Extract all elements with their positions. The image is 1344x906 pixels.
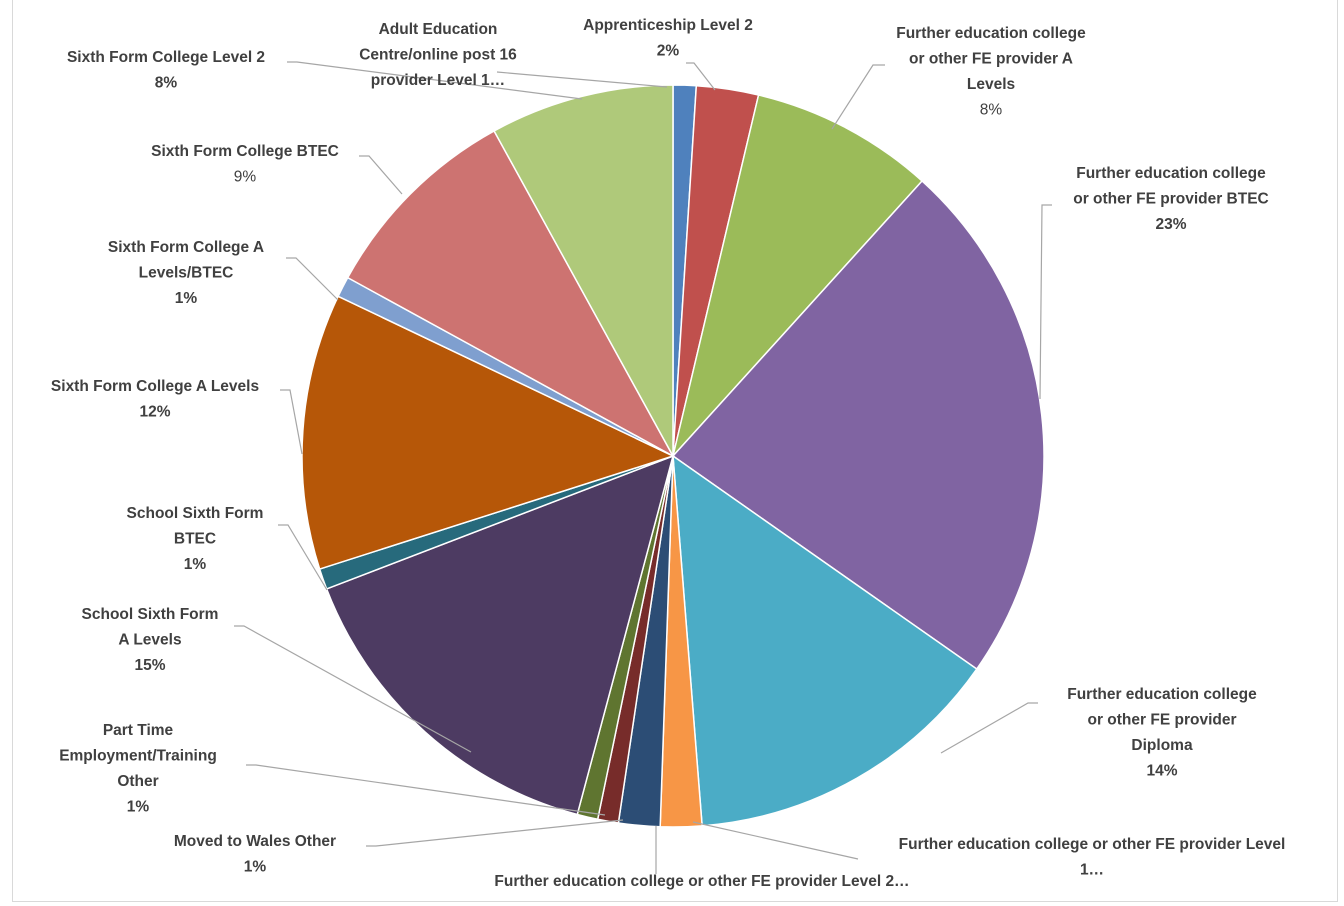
data-label-4-line-2: or other FE provider BTEC (1073, 191, 1269, 208)
data-label-2-line-2: 2% (657, 43, 680, 60)
leader-line-15 (287, 61, 583, 100)
leader-line-5 (940, 702, 1038, 754)
data-label-8-line-2: 1% (244, 859, 267, 876)
leader-line-9 (246, 764, 606, 816)
data-label-5-line-4: 14% (1146, 763, 1177, 780)
leader-line-10 (234, 625, 472, 753)
data-label-4-line-3: 23% (1155, 216, 1186, 233)
data-label-15-line-2: 8% (155, 75, 178, 92)
data-label-1: Adult Education Centre/online post 16 prov… (359, 21, 517, 89)
pie-slice-10 (325, 454, 675, 816)
data-label-13-line-3: 1% (175, 290, 198, 307)
data-label-10: School Sixth Form A Levels 15% (82, 606, 219, 674)
data-label-5-line-3: Diploma (1131, 737, 1193, 754)
leader-line-14 (359, 155, 403, 195)
data-label-11-line-1: School Sixth Form (127, 505, 264, 522)
leader-line-6 (692, 821, 859, 860)
data-label-5-line-2: or other FE provider (1088, 712, 1237, 729)
leader-line-11 (278, 524, 328, 591)
data-label-6: Further education college or other FE pr… (899, 836, 1286, 879)
data-label-3-line-1: Further education college (896, 25, 1086, 42)
data-label-15-line-1: Sixth Form College Level 2 (67, 49, 265, 66)
leader-line-8 (366, 819, 624, 847)
data-label-1-line-1: Adult Education (379, 21, 498, 38)
data-label-12-line-1: Sixth Form College A Levels (51, 378, 259, 395)
data-label-14: Sixth Form College BTEC 9% (151, 143, 339, 186)
data-label-9-line-2: Employment/Training (59, 748, 217, 765)
data-label-5-line-1: Further education college (1067, 686, 1257, 703)
data-label-8-line-1: Moved to Wales Other (174, 833, 336, 850)
data-label-9: Part Time Employment/Training Other 1% (59, 722, 217, 816)
pie-slice-12 (301, 295, 676, 571)
data-label-4-line-1: Further education college (1076, 165, 1266, 182)
data-label-6-line-1: Further education college or other FE pr… (899, 836, 1286, 853)
data-label-13-line-2: Levels/BTEC (139, 265, 234, 282)
data-label-13: Sixth Form College A Levels/BTEC 1% (108, 239, 264, 307)
data-label-7: Further education college or other FE pr… (494, 873, 909, 890)
data-label-2-line-1: Apprenticeship Level 2 (583, 17, 753, 34)
data-label-3: Further education college or other FE pro… (896, 25, 1086, 119)
data-labels: Adult Education Centre/online post 16 prov… (51, 17, 1285, 890)
leader-line-4 (1039, 204, 1052, 400)
pie-slice-5 (672, 454, 978, 827)
data-label-10-line-2: A Levels (118, 632, 181, 649)
leader-line-2 (686, 62, 716, 91)
pie-slice-4 (671, 179, 1045, 671)
data-label-4: Further education college or other FE pro… (1073, 165, 1269, 233)
leader-line-13 (286, 257, 339, 301)
leader-line-1 (496, 71, 668, 88)
data-label-12-line-2: 12% (139, 404, 170, 421)
data-label-15: Sixth Form College Level 2 8% (67, 49, 265, 92)
data-label-3-line-2: or other FE provider A (909, 51, 1073, 68)
data-label-14-line-1: Sixth Form College BTEC (151, 143, 339, 160)
data-label-3-line-4: 8% (980, 102, 1003, 119)
data-label-9-line-3: Other (117, 773, 158, 790)
data-label-11: School Sixth Form BTEC 1% (127, 505, 264, 573)
data-label-5: Further education college or other FE pro… (1067, 686, 1257, 780)
pie-slices (301, 84, 1045, 828)
data-label-6-line-2: 1… (1080, 862, 1104, 879)
leader-line-12 (280, 389, 303, 455)
data-label-1-line-3: provider Level 1… (371, 72, 505, 89)
pie-slice-3 (672, 94, 924, 457)
data-label-14-line-2: 9% (234, 169, 257, 186)
data-label-11-line-2: BTEC (174, 531, 216, 548)
data-label-8: Moved to Wales Other 1% (174, 833, 336, 876)
data-label-13-line-1: Sixth Form College A (108, 239, 264, 256)
data-label-12: Sixth Form College A Levels 12% (51, 378, 259, 421)
data-label-9-line-4: 1% (127, 799, 150, 816)
data-label-10-line-3: 15% (134, 657, 165, 674)
leader-line-3 (831, 64, 885, 130)
leader-lines (234, 61, 1052, 874)
data-label-1-line-2: Centre/online post 16 (359, 47, 517, 64)
data-label-3-line-3: Levels (967, 76, 1015, 93)
data-label-7-line-1: Further education college or other FE pr… (494, 873, 909, 890)
data-label-2: Apprenticeship Level 2 2% (583, 17, 753, 60)
data-label-10-line-1: School Sixth Form (82, 606, 219, 623)
pie-slice-15 (493, 84, 674, 457)
data-label-9-line-1: Part Time (103, 722, 174, 739)
pie-slice-14 (346, 129, 675, 458)
data-label-11-line-3: 1% (184, 556, 207, 573)
